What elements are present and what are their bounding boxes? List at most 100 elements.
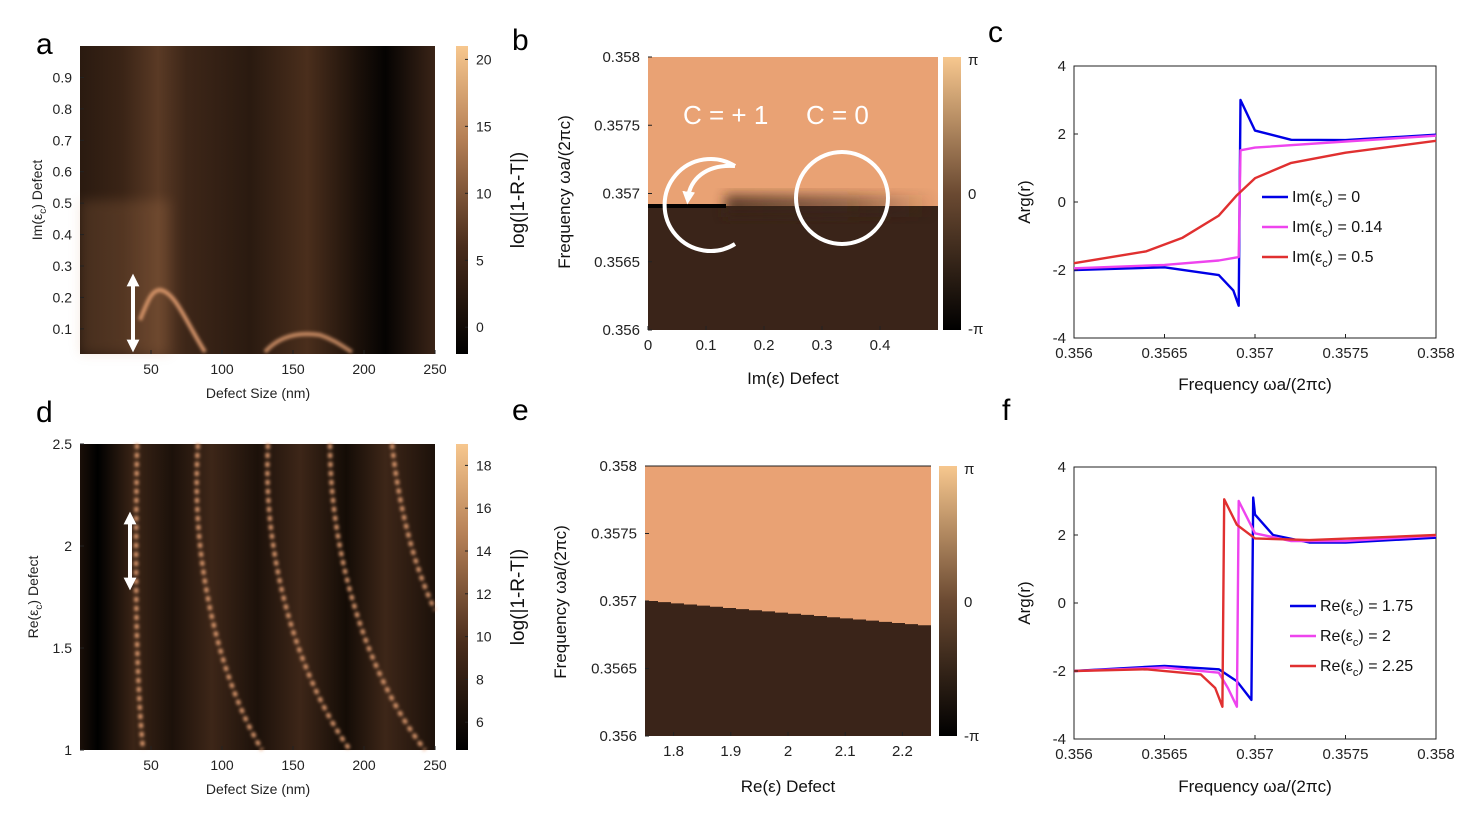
x-ticks-d: 50 100 150 200 250 <box>143 746 447 773</box>
colorbar-tick-label: 10 <box>476 185 492 201</box>
winding-circle-c1 <box>662 157 737 253</box>
y-tick-label: 0.5 <box>53 195 73 211</box>
y-tick-label: 0.6 <box>53 164 73 180</box>
heatmap-d-resonances <box>134 443 437 752</box>
x-tick-label: 0.3575 <box>1323 345 1369 362</box>
colorbar-tick-label: 15 <box>476 118 492 134</box>
colorbar-e-mid: 0 <box>964 594 972 611</box>
y-tick-label: 0.358 <box>602 49 640 66</box>
x-tick-label: 1.8 <box>663 743 684 760</box>
x-tick-label: 0.1 <box>696 337 717 354</box>
series-line <box>1073 496 1437 702</box>
colorbar-tick-label: 12 <box>476 586 492 602</box>
resonance-band-d3 <box>265 443 352 752</box>
x-tick-label: 0.3 <box>812 337 833 354</box>
colorbar-label-d: log(|1-R-T|) <box>508 549 529 645</box>
y-tick-label: 0.3565 <box>591 661 637 678</box>
panel-letter-d: d <box>36 396 53 429</box>
x-axis-label-f: Frequency ωa/(2πc) <box>1178 777 1332 796</box>
y-tick-label: 0.358 <box>599 458 637 475</box>
y-axis-label-b: Frequency ωa/(2πc) <box>555 115 574 269</box>
colorbar-ticks-d: 18 16 14 12 10 8 6 <box>465 457 492 730</box>
panel-c: c 0.356 0.3565 0.357 0.3575 0.358 4 2 0 -2 -4 Im… <box>988 16 1455 394</box>
colorbar-b-bottom: -π <box>968 321 983 338</box>
y-tick-label: 2 <box>1058 126 1066 143</box>
panel-b: b C = + 1 C = 0 0 0.1 0.2 0.3 0.4 0.358 0.357… <box>512 24 983 388</box>
panel-d: d 50 100 150 200 250 2.5 2 1.5 1 Defect Size (n… <box>25 396 529 797</box>
y-axis-label-c: Arg(r) <box>1015 180 1034 223</box>
colorbar-tick-label: 14 <box>476 543 492 559</box>
legend-label: Re(εc) = 2.25 <box>1320 658 1413 679</box>
colorbar-tick-label: 5 <box>476 252 484 268</box>
x-ticks-f: 0.356 0.3565 0.357 0.3575 0.358 <box>1055 735 1455 763</box>
x-tick-label: 0.357 <box>1236 746 1274 763</box>
colorbar-tick-label: 6 <box>476 714 484 730</box>
x-ticks-c: 0.356 0.3565 0.357 0.3575 0.358 <box>1055 334 1455 362</box>
heatmap-d-background <box>80 444 435 750</box>
panel-letter-a: a <box>36 28 53 61</box>
x-tick-label: 250 <box>423 757 447 773</box>
y-tick-label: 4 <box>1058 58 1066 75</box>
x-tick-label: 0 <box>644 337 652 354</box>
x-tick-label: 0.3565 <box>1142 746 1188 763</box>
x-tick-label: 100 <box>210 361 234 377</box>
y-axis-label-a: Im(εc) Defect <box>29 160 49 241</box>
y-tick-label: 0.357 <box>602 186 640 203</box>
y-tick-label: 2.5 <box>53 436 73 452</box>
y-tick-label: 0.1 <box>53 321 73 337</box>
colorbar-tick-label: 8 <box>476 671 484 687</box>
y-ticks-a: 0.1 0.2 0.3 0.4 0.5 0.6 0.7 0.8 0.9 <box>53 69 84 337</box>
x-tick-label: 0.356 <box>1055 345 1093 362</box>
colorbar-e-bottom: -π <box>964 728 979 745</box>
x-tick-label: 200 <box>352 757 376 773</box>
heatmap-b-cut <box>648 204 726 208</box>
series-lines-f <box>1073 496 1437 708</box>
legend-f: Re(εc) = 1.75 Re(εc) = 2 Re(εc) = 2.25 <box>1290 598 1413 679</box>
colorbar-tick-label: 10 <box>476 629 492 645</box>
y-ticks-f: 4 2 0 -2 -4 <box>1053 459 1078 748</box>
x-tick-label: 100 <box>210 757 234 773</box>
colorbar-a <box>456 46 468 354</box>
y-tick-label: -4 <box>1053 330 1066 347</box>
series-line <box>1073 134 1437 270</box>
y-tick-label: 0.357 <box>599 593 637 610</box>
y-tick-label: 0.9 <box>53 69 73 85</box>
x-tick-label: 250 <box>423 361 447 377</box>
y-axis-label-d: Re(εc) Defect <box>25 555 45 638</box>
x-tick-label: 2.1 <box>835 743 856 760</box>
resonance-band-d4 <box>328 443 427 752</box>
annotation-c-zero: C = 0 <box>806 100 869 130</box>
colorbar-tick-label: 20 <box>476 51 492 67</box>
panel-letter-b: b <box>512 24 529 57</box>
y-tick-label: 0.4 <box>53 227 73 243</box>
panel-a: a 50 100 150 200 250 0.10.20.30.40.50.60.70.… <box>29 28 529 401</box>
winding-circle-c0 <box>794 150 890 246</box>
x-tick-label: 0.3565 <box>1142 345 1188 362</box>
legend-label: Im(εc) = 0 <box>1292 189 1360 210</box>
y-ticks-e: 0.358 0.3575 0.357 0.3565 0.356 <box>591 458 649 745</box>
colorbar-d <box>456 444 468 750</box>
x-ticks-a: 50 100 150 200 250 <box>143 350 447 377</box>
heatmap-a-haze <box>80 200 170 354</box>
y-tick-label: 4 <box>1058 459 1066 476</box>
y-tick-label: 0 <box>1058 595 1066 612</box>
annotation-c-plus-1: C = + 1 <box>683 100 768 130</box>
y-tick-label: -2 <box>1053 663 1066 680</box>
y-tick-label: -4 <box>1053 731 1066 748</box>
y-tick-label: 1.5 <box>53 640 73 656</box>
x-tick-label: 0.4 <box>870 337 891 354</box>
legend-label: Im(εc) = 0.14 <box>1292 219 1383 240</box>
y-tick-label: 0.3575 <box>594 117 640 134</box>
y-axis-label-e: Frequency ωa/(2πc) <box>551 525 570 679</box>
colorbar-tick-label: 18 <box>476 457 492 473</box>
y-axis-label-f: Arg(r) <box>1015 581 1034 624</box>
colorbar-e-top: π <box>964 461 974 478</box>
x-tick-label: 2 <box>784 743 792 760</box>
y-ticks-b: 0.358 0.3575 0.357 0.3565 0.356 <box>594 49 652 339</box>
heatmap-e-lower <box>645 601 931 736</box>
y-tick-label: 1 <box>64 742 72 758</box>
x-axis-label-e: Re(ε) Defect <box>741 777 836 796</box>
y-tick-label: 0.356 <box>602 322 640 339</box>
y-tick-label: 0.8 <box>53 101 73 117</box>
